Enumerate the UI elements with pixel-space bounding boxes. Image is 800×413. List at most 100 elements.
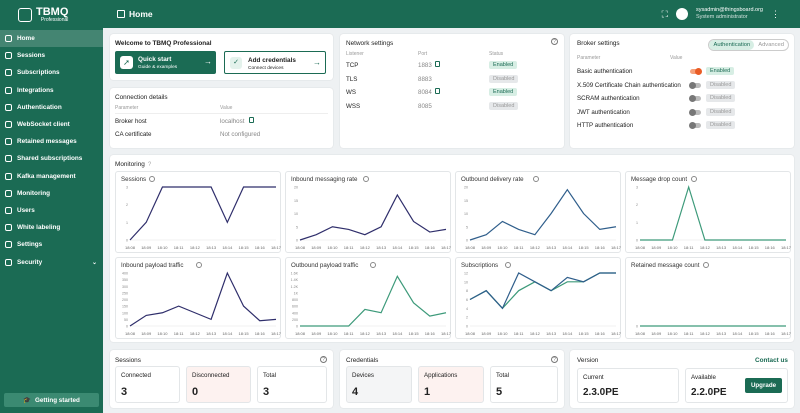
- broker-host-label: Broker host: [115, 118, 147, 125]
- x-tick-label: 18:13: [376, 331, 387, 336]
- sessions-icon: [5, 52, 12, 60]
- stat-total[interactable]: Total 3: [257, 366, 327, 403]
- x-tick-label: 18:16: [765, 245, 776, 250]
- chart-svg: 0 5 10 15 20 18:08 18:09 18:10 18:11 18:12 18:13 18…: [464, 186, 622, 251]
- x-tick-label: 18:09: [141, 331, 152, 336]
- info-icon[interactable]: [369, 262, 376, 268]
- contact-us-link[interactable]: Contact us: [754, 357, 788, 364]
- x-tick-label: 18:10: [327, 245, 338, 250]
- copy-icon[interactable]: [435, 88, 440, 94]
- avatar[interactable]: [675, 8, 688, 20]
- y-tick-label: 250: [122, 291, 128, 295]
- page-title: Home: [117, 9, 153, 19]
- quick-start-title: Quick start: [138, 56, 172, 63]
- logo[interactable]: TBMQ Professional: [0, 0, 103, 30]
- sidebar-item-white-labeling[interactable]: White labeling: [0, 219, 103, 236]
- y-tick-label: 1.6K: [291, 272, 299, 276]
- stat-applications[interactable]: Applications 1: [418, 366, 484, 403]
- network-title: Network settings: [346, 40, 394, 47]
- sidebar-item-label: Retained messages: [17, 138, 77, 146]
- status-badge: Disabled: [706, 94, 736, 103]
- auth-toggle[interactable]: [689, 81, 701, 89]
- auth-toggle[interactable]: [690, 68, 702, 75]
- stat-devices[interactable]: Devices 4: [346, 366, 412, 403]
- sidebar-item-security[interactable]: Security ⌄: [0, 253, 103, 270]
- sidebar-item-authentication[interactable]: Authentication: [0, 99, 103, 116]
- sidebar-item-monitoring[interactable]: Monitoring: [0, 185, 103, 202]
- y-tick-label: 20: [294, 186, 298, 190]
- sidebar-item-sessions[interactable]: Sessions: [0, 47, 103, 64]
- y-tick-label: 350: [122, 278, 128, 282]
- sidebar-item-subscriptions[interactable]: Subscriptions: [0, 64, 103, 81]
- fullscreen-icon[interactable]: ⛶: [661, 8, 668, 19]
- series-line-2: [469, 272, 616, 310]
- x-tick-label: 18:12: [530, 245, 541, 250]
- stat-value: 0: [192, 386, 199, 398]
- sidebar-item-integrations[interactable]: Integrations: [0, 82, 103, 99]
- stat-label: Applications: [424, 372, 458, 379]
- info-icon[interactable]: [703, 262, 710, 268]
- auth-toggle[interactable]: [689, 95, 701, 103]
- sidebar-item-home[interactable]: Home: [0, 30, 103, 48]
- stat-connected[interactable]: Connected 3: [115, 366, 180, 403]
- copy-icon[interactable]: [249, 117, 254, 123]
- x-tick-label: 18:15: [749, 245, 760, 250]
- series-line: [469, 272, 616, 310]
- getting-started-button[interactable]: 🎓 Getting started: [4, 393, 99, 407]
- upgrade-button[interactable]: Upgrade: [745, 378, 782, 393]
- help-icon[interactable]: ?: [551, 356, 558, 363]
- chart-outbound-payload-traffic: Outbound payload traffic 0 200 400 600 800 1K 1…: [285, 257, 452, 339]
- y-tick-label: 10: [294, 212, 298, 216]
- x-tick-label: 18:15: [579, 331, 590, 336]
- help-icon[interactable]: ?: [551, 38, 558, 45]
- chart-title: Subscriptions: [461, 262, 499, 269]
- sidebar-item-shared-subscriptions[interactable]: Shared subscriptions: [0, 150, 103, 167]
- stat-disconnected[interactable]: Disconnected 0: [186, 366, 251, 403]
- current-label: Current: [583, 374, 604, 381]
- stat-total[interactable]: Total 5: [490, 366, 558, 403]
- info-icon[interactable]: [363, 176, 370, 182]
- ca-certificate-value: Not configured: [220, 131, 261, 138]
- sidebar-item-users[interactable]: Users: [0, 202, 103, 219]
- sidebar-item-label: White labeling: [17, 224, 61, 232]
- x-tick-label: 18:13: [546, 245, 557, 250]
- y-tick-label: 150: [122, 305, 128, 309]
- sidebar-item-settings[interactable]: Settings: [0, 236, 103, 253]
- y-tick-label: 10: [464, 212, 468, 216]
- tab-authentication[interactable]: Authentication: [709, 40, 755, 50]
- y-tick-label: 1: [126, 221, 128, 225]
- y-tick-label: 200: [292, 318, 298, 322]
- more-vert-icon[interactable]: ⋮: [771, 8, 780, 19]
- copy-icon[interactable]: [435, 61, 440, 67]
- shared-icon: [5, 155, 12, 163]
- x-tick-label: 18:12: [360, 331, 371, 336]
- sidebar-item-kafka-management[interactable]: Kafka management: [0, 168, 103, 185]
- tab-advanced[interactable]: Advanced: [758, 42, 784, 48]
- y-tick-label: 800: [292, 298, 298, 302]
- x-tick-label: 18:14: [732, 245, 743, 250]
- info-icon[interactable]: [690, 176, 697, 182]
- x-tick-label: 18:17: [441, 245, 452, 250]
- top-bar: Home ⛶ sysadmin@thingsboard.org System a…: [103, 0, 800, 28]
- info-icon[interactable]: [504, 262, 511, 268]
- y-tick-label: 400: [122, 272, 128, 276]
- x-tick-label: 18:10: [327, 331, 338, 336]
- help-icon[interactable]: ?: [320, 356, 327, 363]
- user-info[interactable]: sysadmin@thingsboard.org System administ…: [696, 7, 763, 21]
- series-line: [300, 275, 447, 327]
- x-tick-label: 18:14: [392, 331, 403, 336]
- sidebar-item-retained-messages[interactable]: Retained messages: [0, 133, 103, 150]
- sidebar-item-label: Home: [17, 35, 35, 43]
- auth-toggle[interactable]: [689, 108, 701, 116]
- help-icon[interactable]: ?: [147, 161, 152, 168]
- x-tick-label: 18:14: [222, 245, 233, 250]
- auth-toggle[interactable]: [689, 122, 701, 130]
- info-icon[interactable]: [533, 176, 540, 182]
- add-credentials-button[interactable]: ✓ Add credentials Connect devices →: [224, 51, 326, 74]
- info-icon[interactable]: [149, 176, 156, 182]
- x-tick-label: 18:16: [255, 245, 266, 250]
- quick-start-button[interactable]: ➚ Quick start Guide & examples →: [115, 51, 216, 74]
- sidebar-item-websocket-client[interactable]: WebSocket client: [0, 116, 103, 133]
- info-icon[interactable]: [196, 262, 203, 268]
- x-tick-label: 18:08: [465, 331, 476, 336]
